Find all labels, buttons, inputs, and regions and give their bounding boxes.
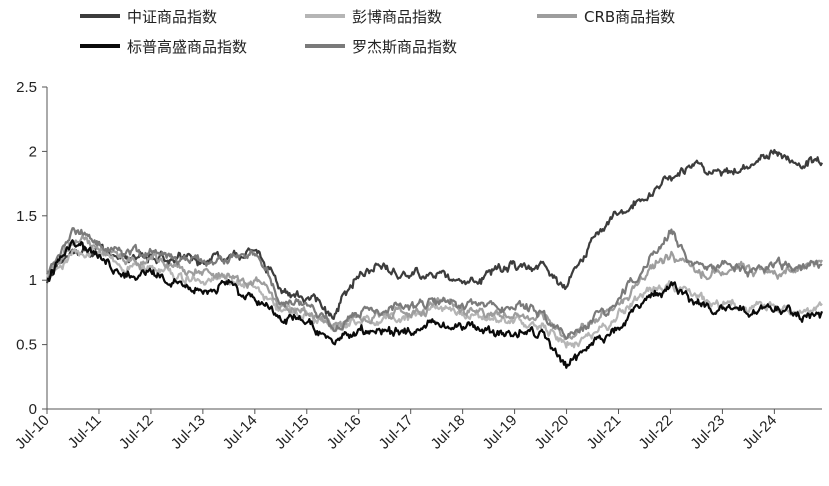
legend-item: 标普高盛商品指数: [80, 38, 247, 56]
x-tick-label: Jul-16: [324, 412, 365, 453]
legend-label: 罗杰斯商品指数: [352, 38, 457, 56]
x-tick-label: Jul-14: [220, 412, 261, 453]
y-tick-label: 0.5: [16, 337, 37, 354]
series-line-4: [46, 227, 823, 340]
y-tick-label: 1: [29, 272, 37, 289]
legend-item: 罗杰斯商品指数: [305, 38, 457, 56]
x-tick-label: Jul-12: [116, 412, 157, 453]
x-tick-label: Jul-11: [65, 412, 105, 452]
y-tick-label: 0: [29, 401, 37, 418]
x-tick-label: Jul-20: [531, 412, 572, 453]
y-tick-label: 1.5: [16, 208, 37, 225]
series-line-1: [45, 246, 823, 349]
legend-label: 标普高盛商品指数: [127, 38, 247, 56]
legend-item: 彭博商品指数: [305, 8, 442, 26]
x-tick-label: Jul-19: [480, 412, 521, 453]
x-tick-label: Jul-21: [583, 412, 624, 453]
x-tick-label: Jul-24: [739, 412, 780, 453]
legend-label: CRB商品指数: [584, 8, 675, 26]
x-tick-label: Jul-22: [635, 412, 676, 453]
x-tick-label: Jul-13: [168, 412, 209, 453]
x-tick-label: Jul-23: [687, 412, 728, 453]
series-line-3: [46, 239, 824, 369]
x-tick-label: Jul-17: [376, 412, 417, 453]
x-axis: Jul-10 Jul-11 Jul-12 Jul-13 Jul-14 Jul-15 Jul-…: [12, 408, 822, 453]
legend-item: CRB商品指数: [537, 8, 675, 26]
legend-label: 彭博商品指数: [352, 8, 442, 26]
y-axis: 0 0.5 1 1.5 2 2.5: [16, 79, 48, 418]
y-tick-label: 2.5: [16, 79, 37, 96]
series-line-0: [45, 148, 823, 320]
legend-item: 中证商品指数: [80, 8, 217, 26]
y-tick-label: 2: [29, 143, 37, 160]
legend-label: 中证商品指数: [127, 8, 217, 26]
series-lines: [45, 148, 824, 369]
x-tick-label: Jul-18: [428, 412, 469, 453]
x-tick-label: Jul-15: [272, 412, 313, 453]
